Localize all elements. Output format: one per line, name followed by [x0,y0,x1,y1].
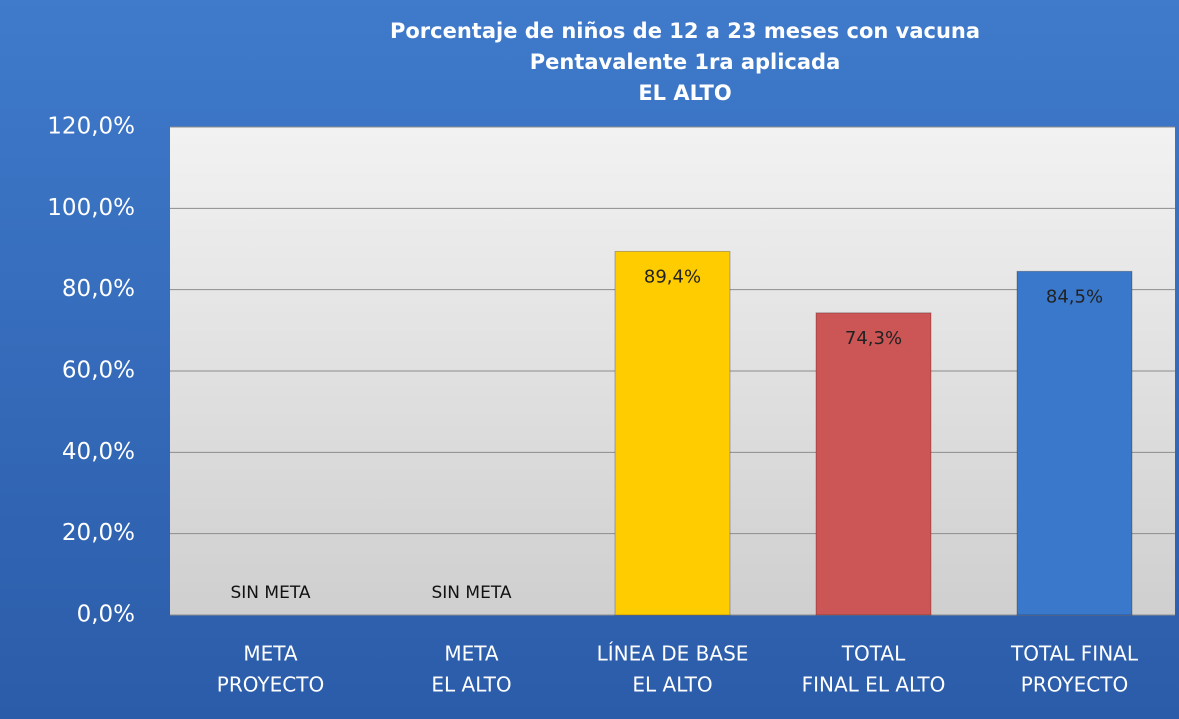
x-tick-label: PROYECTO [217,673,324,697]
x-tick-label: META [444,642,499,666]
y-tick-label: 60,0% [62,358,135,384]
x-tick-label: PROYECTO [1021,673,1128,697]
y-tick-label: 80,0% [62,276,135,302]
data-label: SIN META [431,583,511,603]
x-tick-label: TOTAL [841,642,906,666]
data-label: 89,4% [644,266,701,287]
chart-title: Porcentaje de niños de 12 a 23 meses con… [390,19,980,43]
chart-title: Pentavalente 1ra aplicada [530,50,841,74]
x-tick-label: LÍNEA DE BASE [597,642,749,666]
x-tick-label: TOTAL FINAL [1010,642,1139,666]
chart-title: EL ALTO [638,81,731,105]
data-label: SIN META [230,583,310,603]
bar [815,312,932,616]
data-label: 74,3% [845,328,902,349]
bar [614,250,731,616]
y-tick-label: 0,0% [77,602,135,628]
bar [1016,270,1133,616]
x-tick-label: EL ALTO [431,673,511,697]
y-tick-label: 120,0% [47,114,135,140]
y-tick-label: 100,0% [47,195,135,221]
x-tick-label: FINAL EL ALTO [802,673,946,697]
y-tick-label: 20,0% [62,520,135,546]
x-tick-label: META [243,642,298,666]
data-label: 84,5% [1046,286,1103,307]
x-tick-label: EL ALTO [632,673,712,697]
y-tick-label: 40,0% [62,439,135,465]
